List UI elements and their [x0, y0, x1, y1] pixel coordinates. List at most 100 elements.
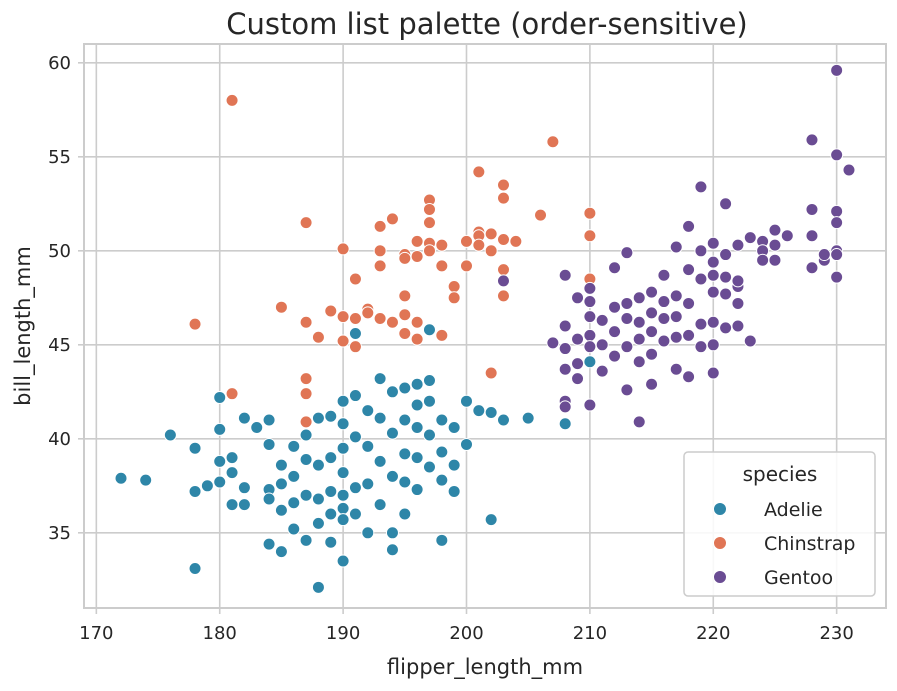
data-point — [484, 513, 498, 527]
data-point — [694, 244, 708, 258]
data-point — [620, 246, 634, 260]
data-point — [287, 522, 301, 536]
data-points — [114, 63, 856, 594]
chart-title: Custom list palette (order-sensitive) — [226, 7, 748, 41]
data-point — [608, 300, 622, 314]
data-point — [274, 300, 288, 314]
data-point — [336, 488, 350, 502]
data-point — [497, 178, 511, 192]
data-point — [398, 447, 412, 461]
data-point — [398, 381, 412, 395]
data-point — [213, 475, 227, 489]
data-point — [348, 311, 362, 325]
data-point — [830, 270, 844, 284]
x-tick-label: 200 — [449, 623, 483, 644]
data-point — [817, 248, 831, 262]
legend-label-adelie: Adelie — [764, 499, 823, 521]
data-point — [237, 481, 251, 495]
data-point — [311, 411, 325, 425]
data-point — [583, 398, 597, 412]
data-point — [669, 310, 683, 324]
data-point — [262, 537, 276, 551]
data-point — [830, 148, 844, 162]
data-point — [422, 216, 436, 230]
data-point — [459, 234, 473, 248]
data-point — [583, 295, 597, 309]
data-point — [657, 268, 671, 282]
data-point — [447, 291, 461, 305]
data-point — [213, 422, 227, 436]
data-point — [398, 308, 412, 322]
data-point — [669, 240, 683, 254]
data-point — [225, 466, 239, 480]
data-point — [237, 498, 251, 512]
data-point — [719, 321, 733, 335]
data-point — [422, 374, 436, 388]
data-point — [213, 454, 227, 468]
legend-title: species — [743, 462, 818, 486]
data-point — [620, 383, 634, 397]
y-tick-label: 50 — [48, 241, 71, 262]
data-point — [410, 451, 424, 465]
data-point — [410, 421, 424, 435]
data-point — [669, 289, 683, 303]
y-tick-label: 35 — [48, 523, 71, 544]
data-point — [274, 503, 288, 517]
data-point — [805, 133, 819, 147]
data-point — [805, 229, 819, 243]
data-point — [311, 580, 325, 594]
data-point — [571, 372, 585, 386]
x-tick-label: 230 — [819, 623, 853, 644]
data-point — [558, 342, 572, 356]
data-point — [385, 315, 399, 329]
y-tick-label: 55 — [48, 147, 71, 168]
data-point — [311, 330, 325, 344]
data-point — [558, 268, 572, 282]
data-point — [546, 135, 560, 149]
data-point — [694, 317, 708, 331]
data-point — [299, 428, 313, 442]
data-point — [348, 389, 362, 403]
data-point — [336, 501, 350, 515]
data-point — [682, 219, 696, 233]
data-point — [830, 216, 844, 230]
data-point — [324, 535, 338, 549]
x-tick-label: 210 — [573, 623, 607, 644]
data-point — [805, 261, 819, 275]
data-point — [645, 285, 659, 299]
data-point — [348, 340, 362, 354]
legend-label-chinstrap: Chinstrap — [764, 533, 856, 555]
data-point — [657, 334, 671, 348]
data-point — [583, 206, 597, 220]
data-point — [731, 319, 745, 333]
data-point — [682, 370, 696, 384]
data-point — [324, 451, 338, 465]
data-point — [361, 306, 375, 320]
data-point — [274, 545, 288, 559]
data-point — [484, 366, 498, 380]
data-point — [410, 315, 424, 329]
data-point — [373, 498, 387, 512]
data-point — [595, 338, 609, 352]
data-point — [311, 492, 325, 506]
plot-frame — [83, 43, 887, 609]
data-point — [398, 327, 412, 341]
data-point — [422, 460, 436, 474]
data-point — [348, 272, 362, 286]
data-point — [497, 289, 511, 303]
data-point — [459, 394, 473, 408]
data-point — [385, 385, 399, 399]
data-point — [558, 319, 572, 333]
data-point — [459, 259, 473, 273]
data-point — [706, 268, 720, 282]
data-point — [484, 227, 498, 241]
data-point — [361, 477, 375, 491]
y-axis-label: bill_length_mm — [11, 246, 36, 406]
data-point — [188, 441, 202, 455]
data-point — [484, 405, 498, 419]
data-point — [385, 426, 399, 440]
legend-marker-gentoo — [713, 570, 727, 584]
data-point — [373, 259, 387, 273]
data-point — [768, 238, 782, 252]
